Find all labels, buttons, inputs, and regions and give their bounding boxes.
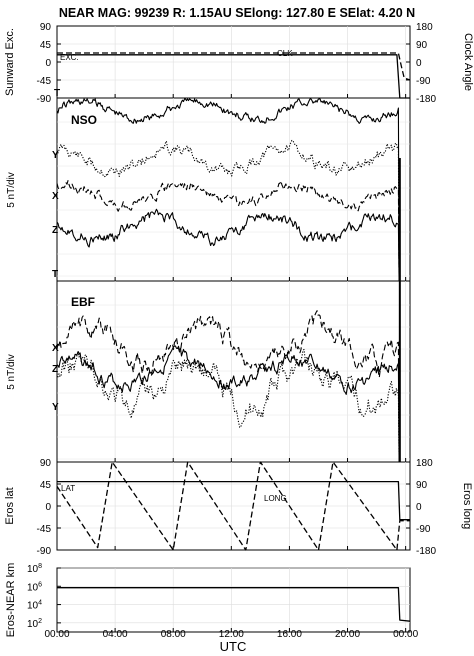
y-tick-label-left: 0 xyxy=(45,58,51,69)
eros-lat-label: LAT xyxy=(61,484,75,493)
nso-title: NSO xyxy=(71,113,97,127)
ebf-label-z: Z xyxy=(52,364,58,375)
ebf-label-y: Y xyxy=(52,402,59,413)
x-tick-label: 04:00 xyxy=(103,629,128,640)
eros-long-ylabel: Eros long xyxy=(461,483,473,529)
ebf-series-y xyxy=(56,348,400,463)
y-tick-label-right: 90 xyxy=(416,480,428,491)
panel-nso-frame xyxy=(56,97,411,282)
y-tick-label-left: -90 xyxy=(37,94,52,105)
eros-lat-ylabel: Eros lat xyxy=(4,487,16,524)
chart-labels: 00:00 04:00 08:00 12:00 16:00 20:00 00:00 90 180… xyxy=(27,22,436,640)
x-tick-label: 16:00 xyxy=(277,629,302,640)
nso-label-x: X xyxy=(52,191,59,202)
tick-marks xyxy=(56,25,410,632)
y-tick-label-log: 102 xyxy=(27,618,42,630)
x-tick-label: 00:00 xyxy=(393,629,418,640)
y-tick-label-right: 0 xyxy=(416,502,422,513)
y-tick-label-left: -45 xyxy=(37,524,52,535)
series-exc xyxy=(57,54,410,99)
nso-ylabel: 5 nT/div xyxy=(6,172,17,208)
nso-series-t xyxy=(56,98,400,282)
sunward-clk-label: CLK xyxy=(277,49,293,58)
x-tick-label: 00:00 xyxy=(44,629,69,640)
ebf-series-z xyxy=(56,345,400,463)
data-series xyxy=(56,52,411,622)
y-tick-label-right: 90 xyxy=(416,40,428,51)
y-tick-label-right: -180 xyxy=(416,94,436,105)
ebf-ylabel: 5 nT/div xyxy=(6,354,17,390)
ebf-label-x: X xyxy=(52,343,59,354)
y-tick-label-left: -90 xyxy=(37,546,52,557)
y-tick-label-left: -45 xyxy=(37,76,52,87)
series-lat xyxy=(57,480,410,521)
nso-label-t: T xyxy=(52,269,58,280)
panel-ebf-frame xyxy=(56,280,411,463)
y-tick-label-right: -90 xyxy=(416,76,431,87)
y-tick-label-right: 180 xyxy=(416,22,433,33)
ebf-title: EBF xyxy=(71,295,95,309)
y-tick-label-left: 90 xyxy=(40,458,52,469)
y-tick-label-log: 104 xyxy=(27,600,42,612)
x-tick-label: 08:00 xyxy=(161,629,186,640)
header-title: NEAR MAG: 99239 R: 1.15AU SElong: 127.80… xyxy=(59,6,415,20)
y-tick-label-left: 45 xyxy=(40,40,52,51)
clock-angle-ylabel: Clock Angle xyxy=(462,33,474,91)
x-axis-label: UTC xyxy=(220,639,247,654)
series-clk xyxy=(57,52,411,81)
y-tick-label-right: 0 xyxy=(416,58,422,69)
sunward-exc-label: EXC. xyxy=(60,53,79,62)
x-tick-label: 20:00 xyxy=(335,629,360,640)
y-tick-label-left: 0 xyxy=(45,502,51,513)
x-tick-label: 12:00 xyxy=(219,629,244,640)
panel-distance-frame xyxy=(56,567,411,633)
sunward-marker-label: T xyxy=(54,88,60,99)
eros-long-label: LONG xyxy=(264,494,287,503)
y-tick-label-left: 45 xyxy=(40,480,52,491)
y-tick-label-log: 106 xyxy=(27,581,42,593)
series-long xyxy=(56,461,410,551)
y-tick-label-left: 90 xyxy=(40,22,52,33)
nso-label-z: Z xyxy=(52,225,58,236)
y-tick-label-right: -90 xyxy=(416,524,431,535)
series-distance xyxy=(57,587,411,622)
nso-label-y: Y xyxy=(52,150,59,161)
distance-ylabel: Eros-NEAR km xyxy=(5,563,17,638)
y-tick-label-right: -180 xyxy=(416,546,436,557)
y-tick-label-right: 180 xyxy=(416,458,433,469)
nso-series-z xyxy=(56,208,400,282)
sunward-ylabel: Sunward Exc. xyxy=(4,28,16,96)
nso-series-y xyxy=(56,139,400,282)
ebf-series-x xyxy=(56,310,400,463)
gridlines xyxy=(57,26,410,632)
y-tick-label-log: 108 xyxy=(27,563,42,575)
nso-series-x xyxy=(56,180,400,282)
